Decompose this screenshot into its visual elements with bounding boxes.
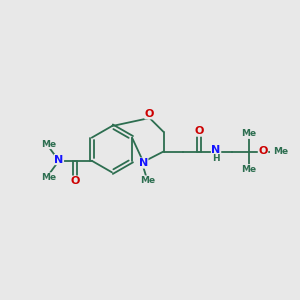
Text: Me: Me: [140, 176, 155, 185]
Text: N: N: [139, 158, 148, 168]
Text: O: O: [194, 126, 204, 136]
Text: Me: Me: [42, 173, 57, 182]
Text: Me: Me: [241, 129, 256, 138]
Text: H: H: [212, 154, 220, 164]
Text: Me: Me: [241, 165, 256, 174]
Text: N: N: [212, 145, 221, 155]
Text: Me: Me: [273, 147, 289, 156]
Text: O: O: [145, 109, 154, 119]
Text: N: N: [54, 154, 64, 165]
Text: O: O: [70, 176, 80, 186]
Text: Me: Me: [42, 140, 57, 148]
Text: O: O: [258, 146, 268, 157]
